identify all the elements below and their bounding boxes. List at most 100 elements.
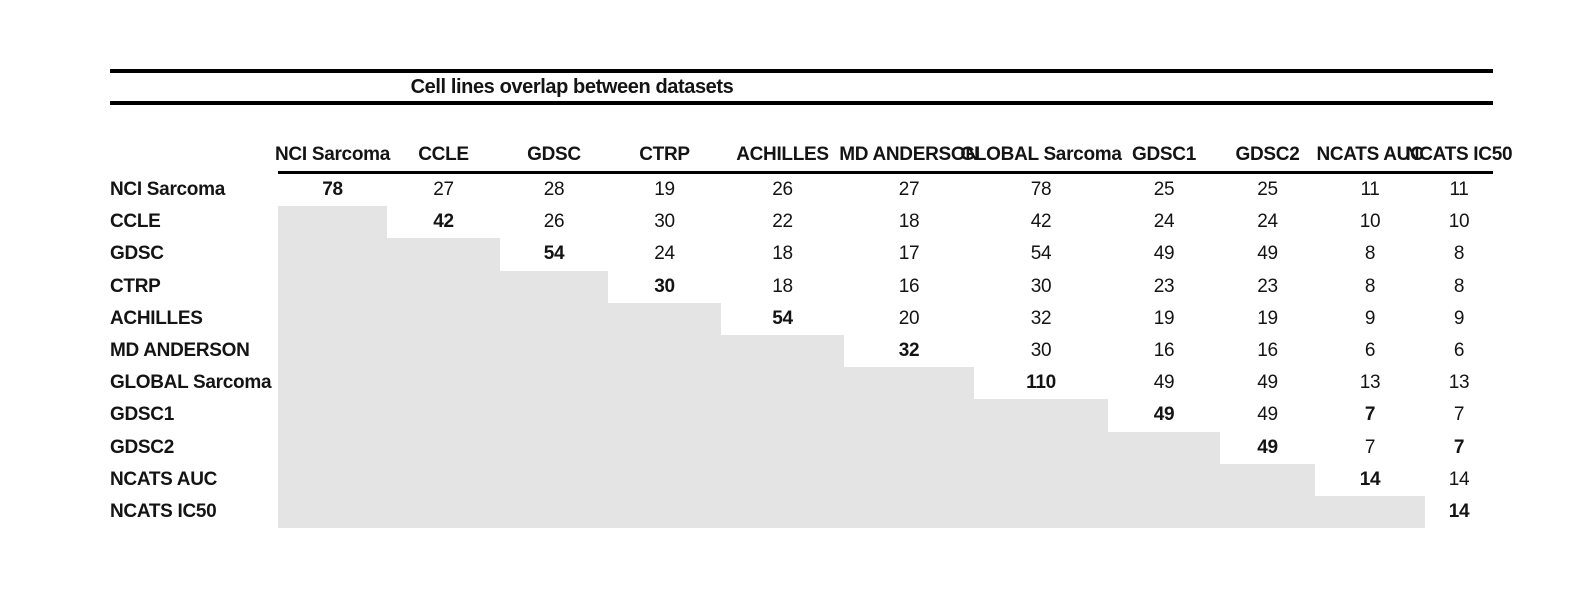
column-header-ncats-auc: NCATS AUC [1315,132,1425,174]
matrix-cell-shaded [844,463,974,496]
matrix-cell: 14 [1448,468,1470,490]
row-label-md-anderson: MD ANDERSON [110,340,250,362]
matrix-cell: 8 [1364,243,1376,265]
matrix-cell: 14 [1448,500,1470,522]
matrix-cell-shaded [387,463,500,496]
matrix-cell-shaded [278,495,387,529]
column-header-gdsc2: GDSC2 [1220,132,1315,174]
matrix-cell: 30 [1030,340,1052,362]
matrix-cell-shaded [721,463,844,496]
matrix-cell: 49 [1153,372,1175,394]
matrix-cell: 16 [898,275,920,297]
matrix-cell: 7 [1364,404,1376,426]
matrix-cell: 54 [543,243,565,265]
matrix-cell: 8 [1364,275,1376,297]
row-label-global-sarcoma: GLOBAL Sarcoma [110,372,272,394]
matrix-corner-cell [110,132,278,174]
row-label-ncats-auc: NCATS AUC [110,468,218,490]
matrix-cell: 49 [1257,372,1278,394]
matrix-cell: 19 [654,179,675,201]
matrix-cell-shaded [387,367,500,400]
matrix-cell: 9 [1453,307,1465,329]
matrix-cell-shaded [500,270,608,303]
matrix-cell: 25 [1153,179,1175,201]
matrix-cell-shaded [1108,431,1220,464]
column-header-nci-sarcoma: NCI Sarcoma [275,132,390,174]
table-title: Cell lines overlap between datasets [410,76,734,98]
matrix-cell: 49 [1153,404,1175,426]
matrix-cell-shaded [278,206,387,239]
matrix-cell-shaded [278,334,387,368]
row-label-achilles: ACHILLES [110,307,203,329]
matrix-cell-shaded [721,399,844,432]
matrix-cell: 18 [772,243,793,265]
matrix-cell: 24 [1153,211,1175,233]
matrix-cell: 42 [433,211,454,233]
matrix-cell: 8 [1453,243,1465,265]
matrix-cell-shaded [974,431,1108,464]
matrix-cell-shaded [608,367,721,400]
matrix-cell: 13 [1359,372,1381,394]
matrix-cell: 24 [654,243,675,265]
row-label-gdsc2: GDSC2 [110,436,174,458]
matrix-cell-shaded [387,399,500,432]
matrix-cell: 10 [1359,211,1381,233]
matrix-cell-shaded [387,302,500,335]
matrix-cell: 23 [1153,275,1175,297]
matrix-cell-shaded [387,495,500,529]
column-header-gdsc: GDSC [500,132,608,174]
matrix-cell: 30 [1030,275,1052,297]
matrix-cell-shaded [1220,463,1315,496]
column-header-ncats-ic50: NCATS IC50 [1406,132,1513,174]
matrix-cell: 78 [322,179,343,201]
matrix-cell-shaded [500,463,608,496]
matrix-cell-shaded [500,302,608,335]
matrix-cell: 23 [1257,275,1278,297]
matrix-cell-shaded [278,238,387,271]
matrix-cell: 32 [898,340,920,362]
column-header-achilles: ACHILLES [721,132,844,174]
row-label-nci-sarcoma: NCI Sarcoma [110,179,225,201]
matrix-cell: 16 [1257,340,1278,362]
matrix-cell: 9 [1364,307,1376,329]
column-header-ctrp: CTRP [608,132,721,174]
matrix-cell-shaded [387,270,500,303]
matrix-cell-shaded [500,334,608,368]
matrix-cell: 6 [1364,340,1376,362]
matrix-cell: 78 [1030,179,1052,201]
matrix-cell-shaded [974,495,1108,529]
matrix-cell: 7 [1453,404,1465,426]
matrix-cell: 30 [654,275,675,297]
matrix-cell: 25 [1257,179,1278,201]
matrix-cell-shaded [500,431,608,464]
matrix-cell: 6 [1453,340,1465,362]
matrix-cell-shaded [500,399,608,432]
matrix-cell: 54 [1030,243,1052,265]
matrix-cell: 11 [1449,179,1469,201]
matrix-cell: 16 [1153,340,1175,362]
matrix-cell-shaded [1108,463,1220,496]
matrix-cell-shaded [974,463,1108,496]
matrix-cell-shaded [608,463,721,496]
matrix-cell-shaded [608,431,721,464]
matrix-cell-shaded [608,302,721,335]
matrix-cell: 7 [1364,436,1376,458]
matrix-cell: 27 [898,179,920,201]
matrix-cell-shaded [278,367,387,400]
matrix-cell: 10 [1448,211,1470,233]
matrix-cell-shaded [387,238,500,271]
matrix-cell: 13 [1448,372,1470,394]
matrix-cell: 20 [898,307,920,329]
matrix-cell: 26 [772,179,793,201]
matrix-cell: 24 [1257,211,1278,233]
matrix-cell: 49 [1257,404,1278,426]
matrix-cell: 8 [1453,275,1465,297]
column-header-global-sarcoma: GLOBAL Sarcoma [960,132,1122,174]
column-header-md-anderson: MD ANDERSON [839,132,979,174]
row-label-ctrp: CTRP [110,275,161,297]
matrix-cell-shaded [1315,495,1425,529]
matrix-cell-shaded [844,431,974,464]
matrix-cell-shaded [500,367,608,400]
matrix-cell: 28 [543,179,565,201]
